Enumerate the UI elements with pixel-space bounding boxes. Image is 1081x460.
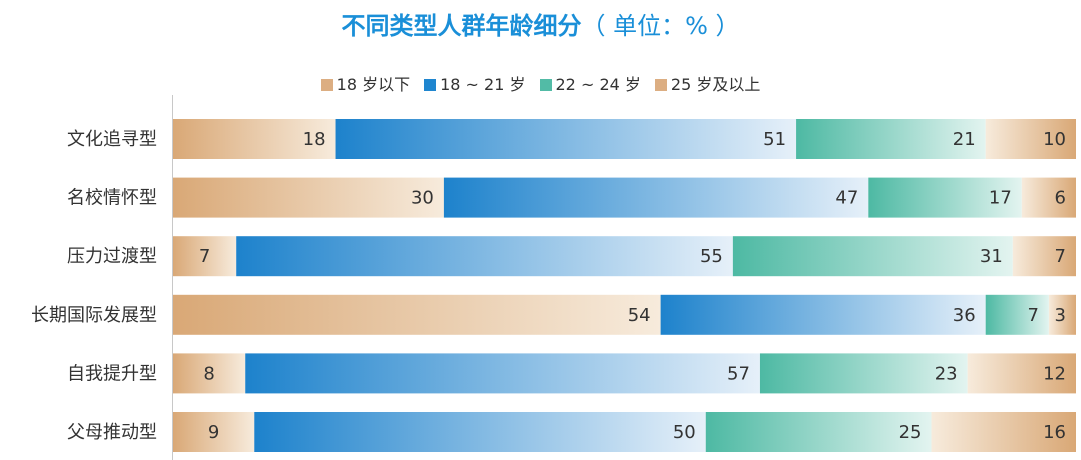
bar-segment-18-21 xyxy=(236,236,733,277)
legend-item-18-21: 18 ~ 21 岁 xyxy=(424,71,526,95)
category-label: 名校情怀型 xyxy=(67,188,157,209)
data-label-18-21: 51 xyxy=(763,129,786,150)
data-label-22-24: 17 xyxy=(989,188,1012,209)
legend-label-under-18: 18 岁以下 xyxy=(336,75,411,94)
data-label-22-24: 7 xyxy=(1027,305,1038,326)
bar-segment-22-24 xyxy=(985,294,1049,335)
data-label-18-21: 57 xyxy=(727,363,750,384)
bar-segment-18-21 xyxy=(443,177,869,218)
data-label-25-plus: 12 xyxy=(1043,363,1066,384)
legend-label-22-24: 22 ~ 24 岁 xyxy=(555,75,641,94)
category-label: 长期国际发展型 xyxy=(31,305,157,326)
data-label-25-plus: 3 xyxy=(1055,305,1066,326)
data-label-25-plus: 6 xyxy=(1055,188,1066,209)
bar-segment-22-24 xyxy=(705,412,932,452)
legend-label-18-21: 18 ~ 21 岁 xyxy=(440,75,526,94)
category-label: 压力过渡型 xyxy=(67,246,157,267)
data-label-22-24: 21 xyxy=(953,129,976,150)
bar-segment-25-plus xyxy=(931,412,1076,452)
data-label-18-21: 55 xyxy=(700,246,723,267)
legend-item-under-18: 18 岁以下 xyxy=(320,71,411,95)
data-label-under-18: 8 xyxy=(203,363,214,384)
data-label-22-24: 31 xyxy=(980,246,1003,267)
bar-segment-18-21 xyxy=(245,353,760,394)
data-label-under-18: 54 xyxy=(628,305,651,326)
chart-title: 不同类型人群年龄细分（ 单位：% ） xyxy=(0,6,1081,41)
legend-item-22-24: 22 ~ 24 岁 xyxy=(539,71,641,95)
legend-item-25-plus: 25 岁及以上 xyxy=(654,71,761,95)
chart-legend: 18 岁以下 18 ~ 21 岁 22 ~ 24 岁 25 岁及以上 xyxy=(0,71,1081,95)
data-label-under-18: 18 xyxy=(303,129,326,150)
data-label-18-21: 50 xyxy=(673,422,696,443)
bar-segment-22-24 xyxy=(796,119,986,159)
bar-segment-25-plus xyxy=(1021,177,1076,218)
bar-segment-25-plus xyxy=(967,353,1076,394)
category-label: 父母推动型 xyxy=(67,422,157,443)
legend-label-25-plus: 25 岁及以上 xyxy=(670,75,761,94)
data-label-22-24: 23 xyxy=(935,363,958,384)
data-label-18-21: 47 xyxy=(835,188,858,209)
legend-swatch-25-plus xyxy=(654,79,667,91)
chart-title-text: 不同类型人群年龄细分 xyxy=(341,12,582,40)
data-label-22-24: 25 xyxy=(899,422,922,443)
data-label-under-18: 7 xyxy=(199,246,210,267)
bar-segment-under-18 xyxy=(173,412,255,452)
bar-segment-under-18 xyxy=(173,353,246,394)
bar-segment-25-plus xyxy=(1048,294,1076,335)
bar-segment-under-18 xyxy=(173,294,661,335)
legend-swatch-22-24 xyxy=(539,79,552,91)
chart-unit-text: （ 单位：% ） xyxy=(581,12,740,40)
bar-segment-18-21 xyxy=(254,412,706,452)
bar-segment-under-18 xyxy=(173,119,336,159)
bar-segment-under-18 xyxy=(173,236,237,277)
data-label-25-plus: 7 xyxy=(1055,246,1066,267)
bar-segment-22-24 xyxy=(868,177,1022,218)
bar-segment-22-24 xyxy=(732,236,1013,277)
data-label-25-plus: 10 xyxy=(1043,129,1066,150)
data-label-25-plus: 16 xyxy=(1043,422,1066,443)
bar-segment-under-18 xyxy=(173,177,444,218)
category-label: 文化追寻型 xyxy=(67,129,157,150)
bar-segment-25-plus xyxy=(1012,236,1076,277)
bar-segment-22-24 xyxy=(759,353,968,394)
legend-swatch-under-18 xyxy=(320,79,333,91)
data-label-18-21: 36 xyxy=(953,305,976,326)
data-label-under-18: 30 xyxy=(411,188,434,209)
legend-swatch-18-21 xyxy=(424,79,437,91)
category-label: 自我提升型 xyxy=(67,363,157,384)
bar-segment-18-21 xyxy=(660,294,986,335)
bar-segment-25-plus xyxy=(985,119,1076,159)
data-label-under-18: 9 xyxy=(208,422,219,443)
bar-segment-18-21 xyxy=(335,119,797,159)
